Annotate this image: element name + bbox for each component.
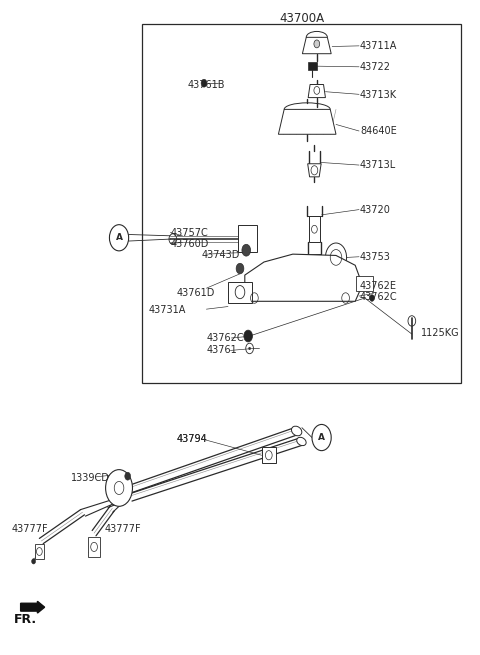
Polygon shape (228, 282, 252, 303)
Text: 43722: 43722 (360, 62, 391, 72)
Circle shape (370, 295, 374, 301)
Circle shape (249, 347, 251, 350)
Text: 43700A: 43700A (279, 12, 324, 25)
Text: 43777F: 43777F (12, 524, 48, 534)
Polygon shape (308, 164, 321, 177)
Circle shape (109, 225, 129, 251)
Text: 43753: 43753 (360, 252, 391, 262)
Circle shape (242, 244, 251, 256)
Circle shape (32, 559, 36, 564)
Text: 43762C: 43762C (360, 291, 397, 302)
Circle shape (312, 424, 331, 451)
Polygon shape (262, 447, 276, 463)
Text: 43720: 43720 (360, 204, 391, 215)
Text: 43777F: 43777F (105, 524, 141, 534)
Text: 43761B: 43761B (187, 80, 225, 90)
Circle shape (236, 263, 244, 274)
Text: 43713L: 43713L (360, 160, 396, 170)
FancyArrow shape (21, 601, 45, 613)
Polygon shape (88, 537, 100, 557)
Circle shape (244, 330, 252, 342)
Text: A: A (318, 433, 325, 442)
Text: 43731A: 43731A (149, 305, 186, 315)
Text: 43711A: 43711A (360, 41, 397, 51)
Text: 43794: 43794 (177, 434, 207, 444)
Text: 43757C: 43757C (170, 227, 208, 238)
Polygon shape (245, 254, 362, 301)
Polygon shape (278, 109, 336, 134)
Circle shape (201, 79, 207, 87)
Text: 43761: 43761 (206, 345, 237, 356)
Ellipse shape (291, 426, 302, 436)
Bar (142, 24, 461, 383)
Text: 43761D: 43761D (177, 288, 215, 298)
Text: 1339CD: 1339CD (71, 473, 110, 483)
Polygon shape (302, 37, 331, 54)
Polygon shape (35, 544, 44, 559)
Polygon shape (238, 225, 257, 252)
Circle shape (125, 472, 131, 480)
Circle shape (325, 243, 347, 272)
Bar (308, 62, 317, 70)
Text: 43794: 43794 (177, 434, 207, 444)
Circle shape (106, 470, 132, 506)
Text: 43713K: 43713K (360, 90, 397, 100)
Polygon shape (308, 84, 325, 98)
Text: FR.: FR. (13, 613, 36, 626)
Polygon shape (309, 216, 320, 242)
Text: 1125KG: 1125KG (421, 328, 460, 338)
Circle shape (314, 40, 320, 48)
Ellipse shape (297, 438, 306, 445)
Text: 43743D: 43743D (202, 250, 240, 261)
Text: 43762E: 43762E (360, 280, 397, 291)
Polygon shape (356, 276, 373, 291)
Text: 43762C: 43762C (206, 333, 244, 343)
Text: 84640E: 84640E (360, 126, 397, 136)
Text: 43760D: 43760D (170, 238, 209, 249)
Text: A: A (116, 233, 122, 242)
